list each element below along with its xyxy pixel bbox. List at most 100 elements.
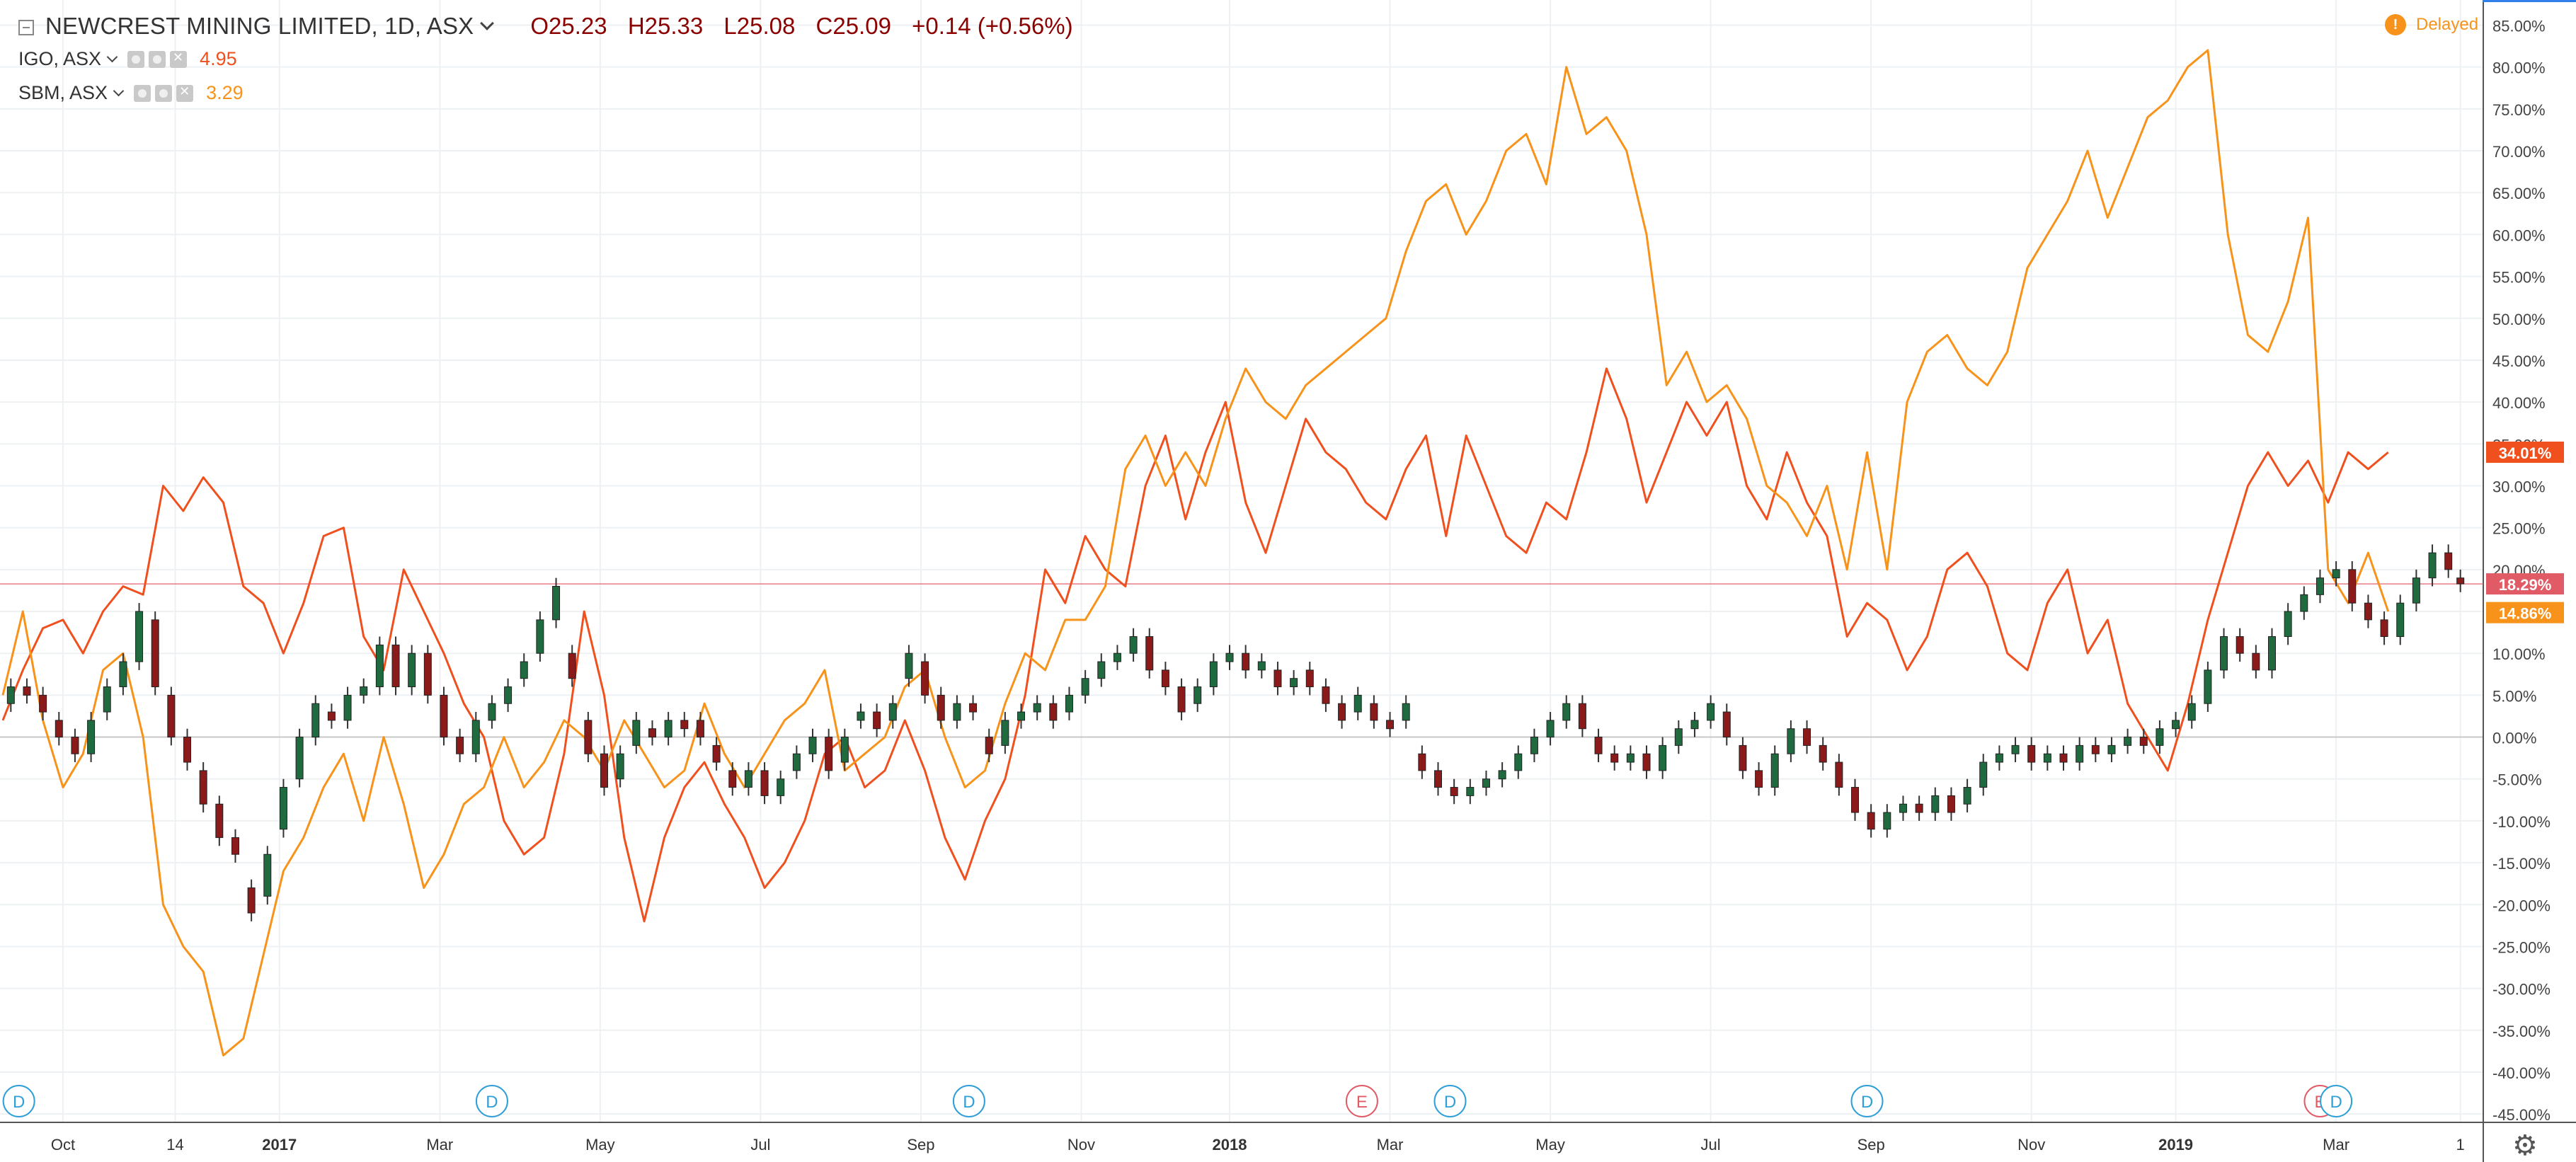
candle: [2236, 636, 2244, 654]
candle: [1835, 761, 1843, 788]
event-marker-label: D: [1444, 1093, 1456, 1112]
candle: [600, 753, 609, 788]
candle: [536, 619, 544, 654]
candle: [119, 661, 127, 688]
event-marker: [952, 1085, 985, 1117]
compare-row-igo[interactable]: IGO, ASX 4.95: [18, 48, 237, 70]
candle: [664, 720, 672, 738]
candle: [1482, 778, 1490, 788]
candle: [2456, 577, 2465, 585]
event-marker: [1433, 1085, 1467, 1117]
x-tick-label: Mar: [2323, 1136, 2349, 1154]
candle: [2156, 728, 2164, 746]
ohlc-values: O25.23 H25.33 L25.08 C25.09 +0.14 (+0.56…: [530, 13, 1087, 40]
x-tick-label: 2017: [262, 1136, 297, 1154]
candle: [937, 694, 945, 721]
high-value: H25.33: [627, 13, 704, 39]
compare-row-sbm[interactable]: SBM, ASX 3.29: [18, 82, 244, 104]
chevron-down-icon[interactable]: [113, 85, 125, 97]
candle: [825, 737, 833, 771]
delayed-indicator[interactable]: ! Delayed: [2385, 14, 2478, 35]
candle: [408, 652, 416, 688]
gear-icon[interactable]: [155, 84, 173, 102]
chevron-down-icon[interactable]: [106, 51, 118, 63]
compare-label[interactable]: SBM, ASX: [18, 82, 108, 103]
candle: [87, 720, 96, 754]
gear-icon[interactable]: ⚙: [2512, 1130, 2538, 1161]
y-tick-label: 65.00%: [2492, 185, 2546, 202]
eye-icon[interactable]: [127, 50, 145, 68]
candle: [263, 853, 272, 897]
main-series-row[interactable]: NEWCREST MINING LIMITED, 1D, ASX O25.23 …: [45, 13, 1087, 40]
candle: [1995, 753, 2003, 763]
candle: [1290, 678, 1298, 688]
candle: [969, 703, 978, 713]
main-series-title[interactable]: NEWCREST MINING LIMITED, 1D, ASX: [45, 13, 474, 39]
gear-icon[interactable]: [149, 50, 166, 68]
y-tick-label: 40.00%: [2492, 394, 2546, 412]
collapse-legend-button[interactable]: [18, 20, 34, 35]
eye-icon[interactable]: [134, 84, 151, 102]
candle: [55, 720, 63, 738]
candle: [1899, 803, 1907, 813]
candle: [1594, 737, 1603, 754]
candle: [1049, 703, 1058, 721]
candle: [1578, 703, 1586, 730]
candle: [921, 661, 929, 696]
close-icon[interactable]: [170, 50, 188, 68]
last-value-badge: [2486, 573, 2564, 595]
candle: [2043, 753, 2051, 763]
candle: [584, 720, 593, 754]
x-tick-label: Oct: [51, 1136, 75, 1154]
top-accent-line: [2483, 0, 2576, 2]
series-line: [1, 367, 2389, 923]
last-value-label: 18.29%: [2499, 576, 2552, 594]
candle: [1418, 753, 1426, 771]
candle: [1033, 703, 1041, 713]
candle: [1610, 753, 1619, 763]
series-line: [1, 49, 2390, 1057]
chevron-down-icon[interactable]: [480, 16, 495, 30]
x-tick-label: Sep: [907, 1136, 934, 1154]
candle: [6, 686, 15, 704]
candle: [1434, 770, 1443, 788]
candle: [1338, 703, 1346, 721]
event-marker: [1850, 1085, 1884, 1117]
y-tick-label: 55.00%: [2492, 269, 2546, 287]
x-tick-label: 2019: [2158, 1136, 2193, 1154]
candle: [1450, 787, 1458, 796]
candle: [231, 837, 239, 855]
candle: [391, 644, 400, 688]
candle: [2011, 744, 2020, 754]
y-tick-label: 45.00%: [2492, 352, 2546, 370]
candle: [1915, 803, 1923, 813]
close-icon[interactable]: [176, 84, 194, 102]
candle: [1867, 812, 1875, 830]
candle: [777, 778, 785, 796]
last-value-badge: [2486, 442, 2564, 464]
event-marker-label: D: [963, 1093, 975, 1112]
compare-label[interactable]: IGO, ASX: [18, 48, 102, 69]
candle: [71, 737, 79, 754]
candle: [1642, 753, 1651, 771]
candle: [744, 770, 752, 788]
y-tick-label: 10.00%: [2492, 645, 2546, 663]
candle: [696, 720, 704, 738]
candle: [151, 619, 159, 688]
candle: [1514, 753, 1523, 771]
candle: [215, 803, 224, 839]
y-tick-label: 85.00%: [2492, 18, 2546, 35]
y-tick-label: 60.00%: [2492, 226, 2546, 244]
candle: [760, 770, 769, 796]
event-marker: [2, 1085, 35, 1117]
candle: [1690, 720, 1699, 730]
candle: [1722, 711, 1731, 738]
candle: [728, 770, 737, 788]
change-value: +0.14 (+0.56%): [912, 13, 1073, 39]
x-tick-label: 2018: [1213, 1136, 1247, 1154]
candle: [1979, 761, 1988, 788]
candle: [1963, 787, 1971, 805]
candle: [1707, 703, 1715, 721]
candle: [2268, 636, 2277, 671]
